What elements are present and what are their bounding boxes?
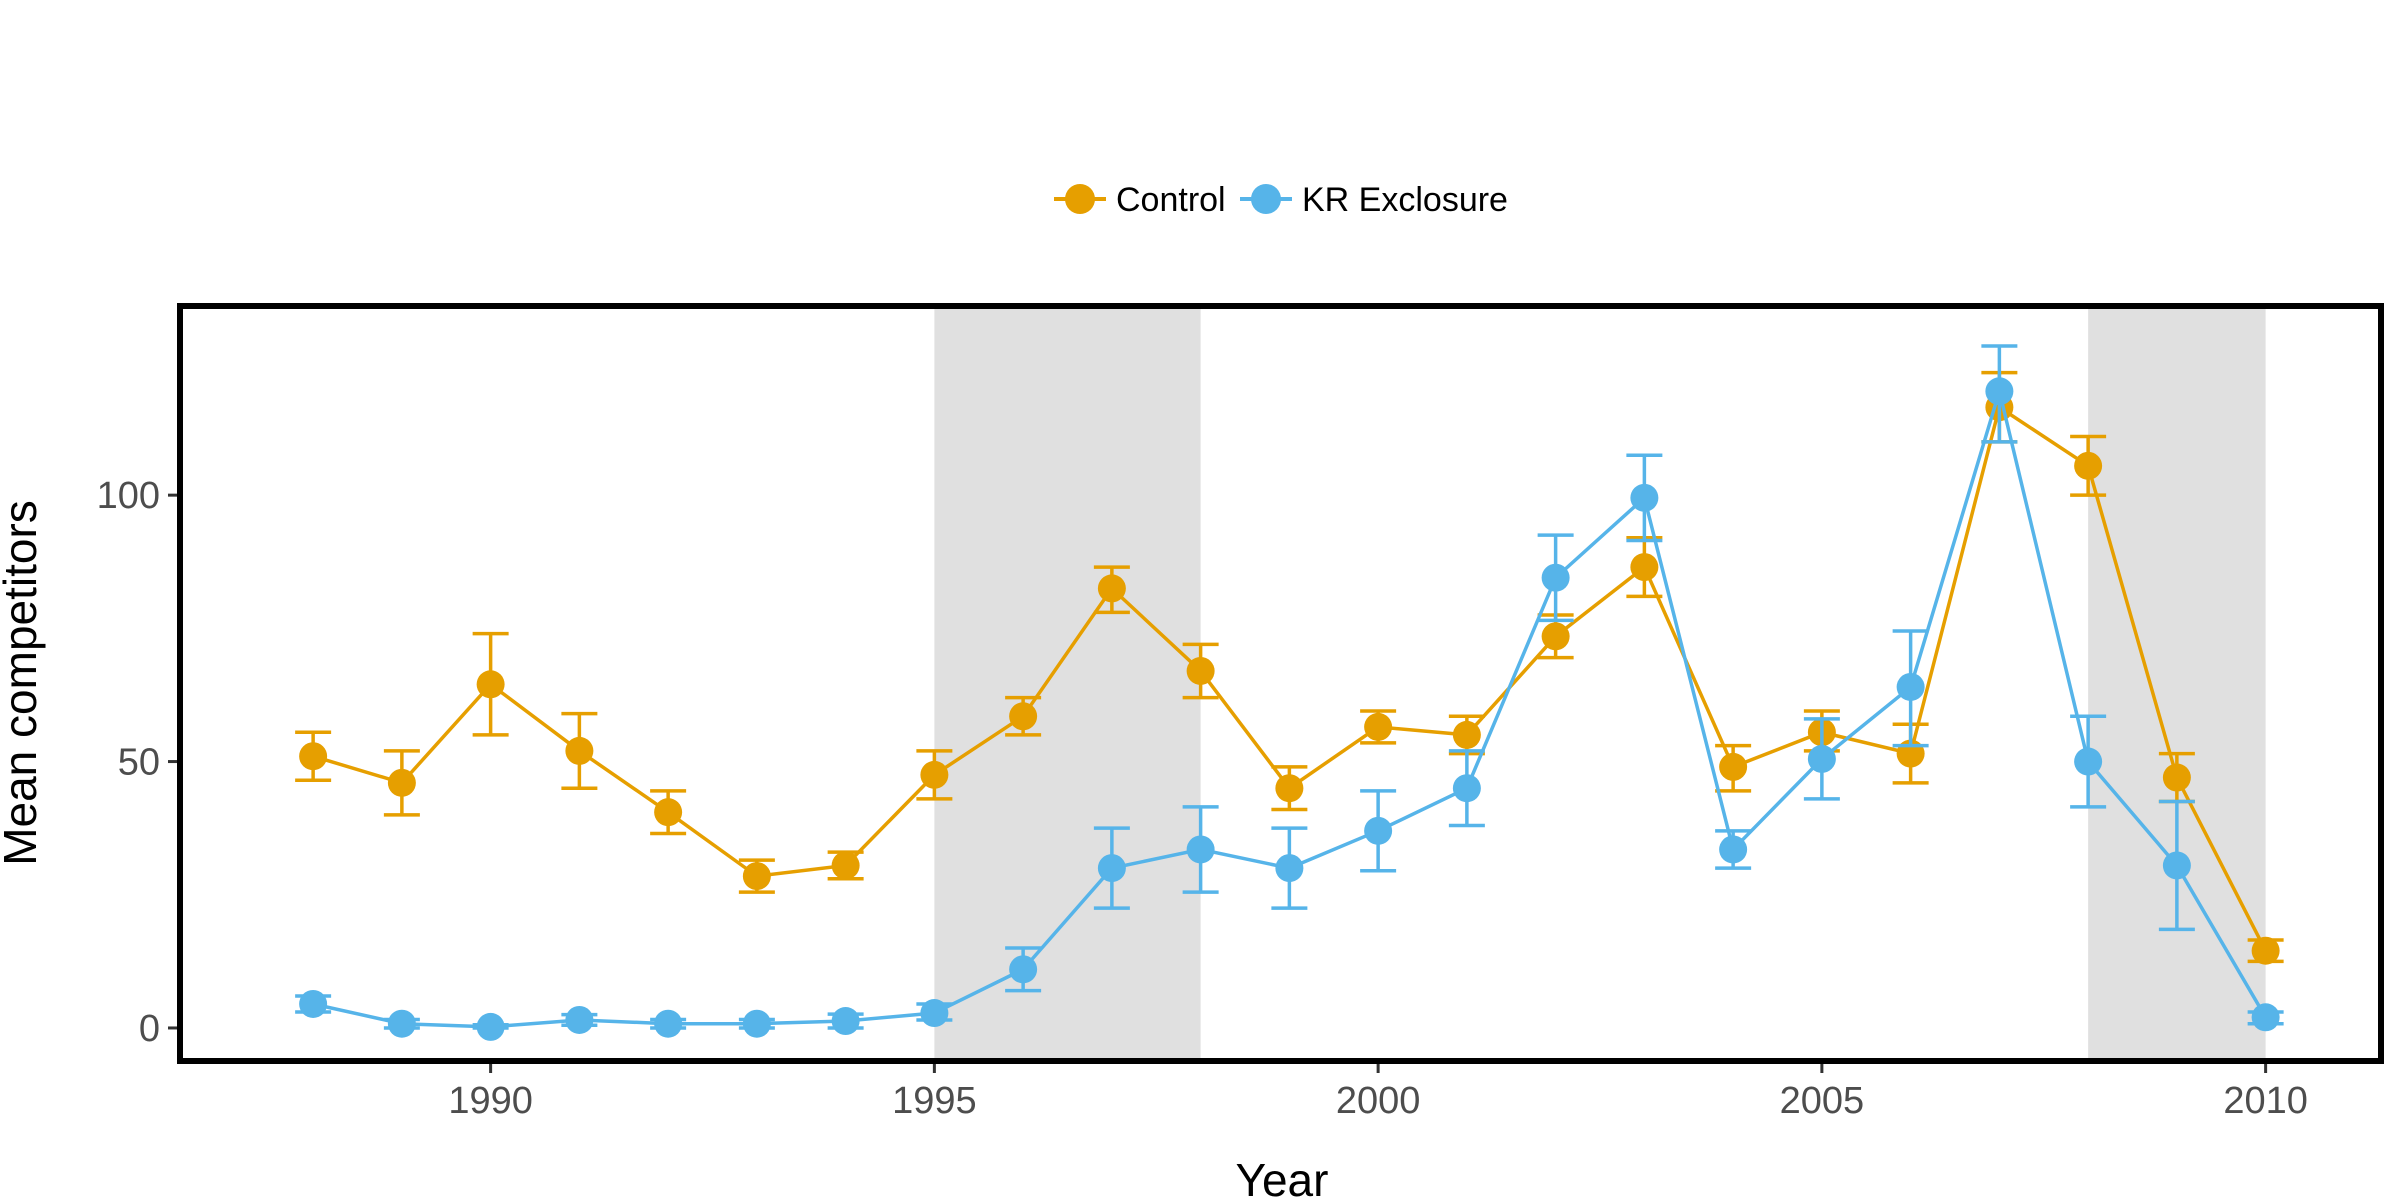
point-control-2009	[2162, 763, 2191, 792]
point-control-2000	[1364, 712, 1393, 741]
point-kr-exclosure-1993	[742, 1009, 771, 1038]
point-kr-exclosure-1996	[1009, 955, 1038, 984]
point-control-1996	[1009, 702, 1038, 731]
x-tick-label-1990: 1990	[448, 1080, 533, 1122]
point-kr-exclosure-1992	[654, 1009, 683, 1038]
legend-key-marker-control	[1065, 184, 1095, 214]
point-kr-exclosure-2007	[1985, 377, 2014, 406]
legend: Control KR Exclosure	[1054, 181, 1508, 219]
point-control-2008	[2074, 451, 2103, 480]
point-control-1999	[1275, 774, 1304, 803]
point-kr-exclosure-1991	[565, 1005, 594, 1034]
y-axis-ticks: 0 50 100	[97, 475, 180, 1050]
x-axis-ticks: 1990 1995 2000 2005 2010	[448, 1061, 2308, 1122]
series-line-kr-exclosure	[312, 384, 2268, 1029]
point-kr-exclosure-2010	[2251, 1003, 2280, 1032]
point-control-2004	[1719, 752, 1748, 781]
shaded-period-1	[934, 306, 1201, 1061]
point-kr-exclosure-2005	[1807, 744, 1836, 773]
point-kr-exclosure-2009	[2162, 851, 2191, 880]
point-control-1993	[742, 862, 771, 891]
point-kr-exclosure-1988	[299, 989, 328, 1018]
series-kr-exclosure	[295, 344, 2284, 1041]
point-kr-exclosure-1997	[1097, 854, 1126, 883]
point-control-1994	[831, 851, 860, 880]
point-kr-exclosure-1998	[1186, 835, 1215, 864]
point-kr-exclosure-1994	[831, 1007, 860, 1036]
point-kr-exclosure-1995	[920, 999, 949, 1028]
point-kr-exclosure-2002	[1541, 563, 1570, 592]
point-kr-exclosure-1999	[1275, 854, 1304, 883]
point-kr-exclosure-2000	[1364, 816, 1393, 845]
point-control-1995	[920, 760, 949, 789]
y-tick-label-50: 50	[118, 742, 160, 784]
y-axis-title: Mean competitors	[0, 500, 46, 866]
point-control-2002	[1541, 622, 1570, 651]
point-control-2003	[1630, 553, 1659, 582]
x-tick-label-2010: 2010	[2223, 1080, 2308, 1122]
x-tick-label-2005: 2005	[1780, 1080, 1865, 1122]
point-control-2010	[2251, 936, 2280, 965]
point-control-2001	[1452, 720, 1481, 749]
point-control-1990	[476, 670, 505, 699]
point-kr-exclosure-2006	[1896, 672, 1925, 701]
point-kr-exclosure-2004	[1719, 835, 1748, 864]
point-control-1992	[654, 798, 683, 827]
point-control-1998	[1186, 656, 1215, 685]
point-kr-exclosure-2001	[1452, 774, 1481, 803]
legend-label-kr-exclosure: KR Exclosure	[1302, 181, 1508, 219]
point-control-1988	[299, 742, 328, 771]
shaded-periods	[934, 306, 2266, 1061]
point-control-1997	[1097, 574, 1126, 603]
point-control-1991	[565, 736, 594, 765]
x-tick-label-1995: 1995	[892, 1080, 977, 1122]
point-kr-exclosure-2003	[1630, 483, 1659, 512]
series-control	[295, 370, 2284, 965]
x-axis-title: Year	[1236, 1154, 1329, 1204]
point-kr-exclosure-1990	[476, 1012, 505, 1041]
legend-key-marker-kr-exclosure	[1251, 184, 1281, 214]
x-tick-label-2000: 2000	[1336, 1080, 1421, 1122]
series-layer	[295, 344, 2284, 1041]
legend-label-control: Control	[1116, 181, 1226, 219]
y-tick-label-0: 0	[139, 1008, 160, 1050]
y-tick-label-100: 100	[97, 475, 160, 517]
point-control-1989	[387, 768, 416, 797]
plot-panel-border	[177, 303, 2384, 1064]
point-kr-exclosure-1989	[387, 1009, 416, 1038]
shaded-period-2	[2088, 306, 2266, 1061]
point-kr-exclosure-2008	[2074, 747, 2103, 776]
